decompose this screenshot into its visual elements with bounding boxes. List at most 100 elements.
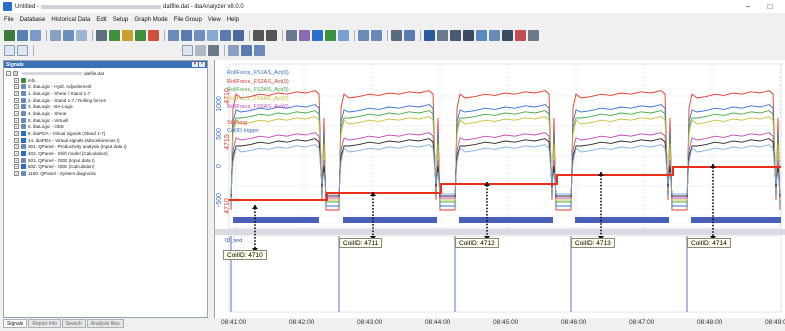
redo-icon[interactable] xyxy=(266,29,277,41)
menu-setup[interactable]: Setup xyxy=(112,17,129,23)
document-icon[interactable] xyxy=(4,45,15,56)
legend-item-coil-trigger[interactable]: CoilID trigger xyxy=(227,128,260,134)
x-axis-icon[interactable] xyxy=(404,29,415,41)
folder-icon[interactable] xyxy=(50,29,61,41)
zoom-icon[interactable] xyxy=(241,45,252,56)
legend-item[interactable]: RollForce_FS4AS_Act(0) xyxy=(227,95,289,102)
signal-group-item[interactable]: +4. ibaLogic - Shear xyxy=(6,110,207,117)
legend-item[interactable]: RollForce_FS1AS_Act(0) xyxy=(227,70,289,76)
menu-graph-mode[interactable]: Graph Mode xyxy=(134,17,168,23)
expand-icon[interactable]: + xyxy=(14,164,19,170)
open-file-icon[interactable] xyxy=(63,29,74,41)
graph-stack-icon[interactable] xyxy=(220,29,231,41)
matrix-icon[interactable] xyxy=(450,29,461,41)
expand-icon[interactable]: + xyxy=(14,171,19,177)
signal-edit-icon[interactable] xyxy=(122,29,133,41)
zoom-out-icon[interactable] xyxy=(371,29,382,41)
report-icon[interactable] xyxy=(528,29,539,41)
fft-icon[interactable] xyxy=(463,29,474,41)
menu-edit[interactable]: Edit xyxy=(96,17,107,23)
tab-search[interactable]: Search xyxy=(61,319,86,328)
signal-group-item[interactable]: +301. QPanel - Productivity analysis (In… xyxy=(6,144,207,151)
signal-group-item[interactable]: +14. ibaPDA - Virtual signals (Miscellan… xyxy=(6,137,207,144)
panel-close-icon[interactable]: × xyxy=(199,61,205,67)
settings-icon[interactable] xyxy=(312,29,323,41)
fx-icon[interactable] xyxy=(424,29,435,41)
expand-icon[interactable]: + xyxy=(14,90,19,96)
signal-group-item[interactable]: +501. QPanel - OEE (Input data I) xyxy=(6,157,207,164)
histogram-icon[interactable] xyxy=(489,29,500,41)
globe-icon[interactable] xyxy=(502,29,513,41)
search-doc-icon[interactable] xyxy=(254,45,265,56)
panel-splitter[interactable] xyxy=(215,229,785,235)
expand-icon[interactable]: + xyxy=(14,131,19,137)
legend-item[interactable]: RollForce_FS2AS_Act(0) xyxy=(227,78,289,85)
minimize-button[interactable]: – xyxy=(745,2,751,11)
menu-file-group[interactable]: File Group xyxy=(173,17,202,23)
tab-analysis-files[interactable]: Analysis files xyxy=(86,319,124,328)
signal-group-item[interactable]: +2. ibaLogic - Stand 1-7 / Rolling force… xyxy=(6,97,207,104)
signal-group-item[interactable]: +502. QPanel - OEE (Calculation) xyxy=(6,164,207,171)
stack-icon[interactable] xyxy=(195,45,206,56)
expand-icon[interactable]: + xyxy=(14,84,19,90)
graph-add-icon[interactable] xyxy=(181,29,192,41)
graph-merge-icon[interactable] xyxy=(207,29,218,41)
printer-icon[interactable] xyxy=(286,29,297,41)
graph-copy-icon[interactable] xyxy=(233,29,244,41)
document-copy-icon[interactable] xyxy=(17,45,28,56)
signal-group-item[interactable]: +5. ibaLogic - Virtuell xyxy=(6,117,207,124)
signal-group-item[interactable]: + info xyxy=(6,77,207,84)
graph-split-icon[interactable] xyxy=(194,29,205,41)
graph-area[interactable]: 1000 500 0 -500 4710 4715 4710 RollForce_FS1AS… xyxy=(214,60,785,318)
graph-icon[interactable] xyxy=(168,29,179,41)
expand-icon[interactable]: + xyxy=(14,151,19,157)
expand-icon[interactable]: + xyxy=(14,104,19,110)
marker-icon[interactable] xyxy=(325,29,336,41)
save-icon[interactable] xyxy=(30,29,41,41)
expand-icon[interactable]: + xyxy=(14,117,19,123)
new-icon[interactable] xyxy=(4,29,15,41)
undo-icon[interactable] xyxy=(253,29,264,41)
signal-group-item[interactable]: +402. QPanel - Shift model (Calculation) xyxy=(6,150,207,157)
expand-icon[interactable]: + xyxy=(14,97,19,103)
grid-icon[interactable] xyxy=(228,45,239,56)
legend-item[interactable]: RollForce_FS5AS_Act(0) xyxy=(227,104,289,110)
tab-signals[interactable]: Signals xyxy=(3,319,28,328)
signal-group-item[interactable]: +3. ibaLogic - BA-Logic xyxy=(6,103,207,110)
signal-remove-icon[interactable] xyxy=(148,29,159,41)
signal-group-item[interactable]: +8. ibaPDA - Virtual signals (Stand 1-7) xyxy=(6,130,207,137)
signal-group-item[interactable]: +0. ibaLogic - Hydr. Adjustement xyxy=(6,83,207,90)
signal-group-item[interactable]: +1100. QPanel - System diagnosis xyxy=(6,170,207,177)
print-icon[interactable] xyxy=(96,29,107,41)
signal-add-icon[interactable] xyxy=(135,29,146,41)
layer-icon[interactable] xyxy=(182,45,193,56)
signal-curve-icon[interactable] xyxy=(109,29,120,41)
panel-pin-icon[interactable]: ▾ xyxy=(192,61,198,67)
pulse-icon[interactable] xyxy=(437,29,448,41)
expand-icon[interactable]: + xyxy=(14,157,19,163)
collapse-icon[interactable]: − xyxy=(6,70,11,76)
export-icon[interactable] xyxy=(76,29,87,41)
expand-icon[interactable]: + xyxy=(14,137,19,143)
expand-icon[interactable]: + xyxy=(14,77,19,83)
legend-item-stellung[interactable]: Stellung xyxy=(227,120,247,126)
maximize-button[interactable]: □ xyxy=(767,2,773,11)
expand-icon[interactable]: + xyxy=(14,110,19,116)
expand-icon[interactable]: + xyxy=(14,144,19,150)
open-icon[interactable] xyxy=(17,29,28,41)
tree-root[interactable]: − datfile.dat xyxy=(6,70,207,77)
menu-help[interactable]: Help xyxy=(226,17,240,23)
expand-icon[interactable]: + xyxy=(14,124,19,130)
menu-database[interactable]: Database xyxy=(19,17,46,23)
clock-icon[interactable] xyxy=(391,29,402,41)
zoom-in-icon[interactable] xyxy=(358,29,369,41)
menu-file[interactable]: File xyxy=(4,17,14,23)
menu-historical-data[interactable]: Historical Data xyxy=(51,17,91,23)
tab-report-info[interactable]: Report info xyxy=(28,319,61,328)
signal-group-item[interactable]: +6. ibaLogic - OEE xyxy=(6,124,207,131)
statistics-icon[interactable] xyxy=(515,29,526,41)
signal-group-item[interactable]: +1. ibaLogic - Shear / Stand 1-7 xyxy=(6,90,207,97)
legend-item[interactable]: RollForce_FS3AS_Act(0) xyxy=(227,87,289,93)
menu-view[interactable]: View xyxy=(207,17,221,23)
